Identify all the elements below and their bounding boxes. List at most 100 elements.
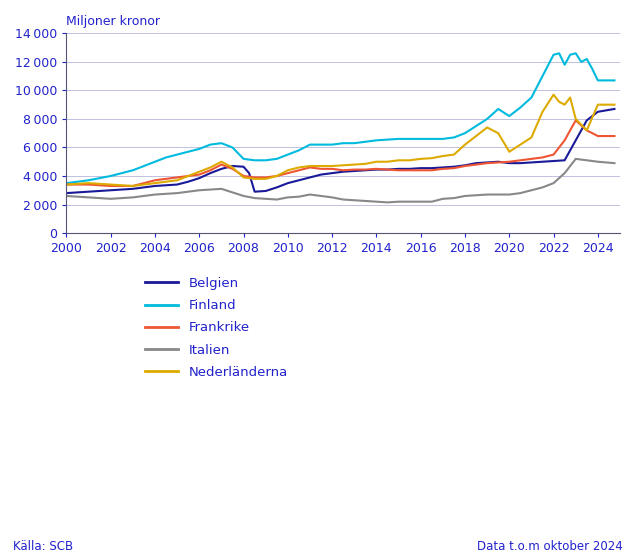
Italien	[96, 195, 104, 201]
Italien	[328, 194, 336, 201]
Belgien	[417, 165, 425, 172]
Nederländerna	[439, 153, 446, 159]
Italien	[339, 196, 347, 203]
Italien	[538, 184, 546, 191]
Finland	[406, 135, 413, 142]
Finland	[555, 50, 563, 56]
Italien	[74, 193, 81, 200]
Italien	[196, 187, 203, 193]
Italien	[472, 192, 480, 198]
Italien	[251, 195, 258, 201]
Frankrike	[538, 154, 546, 161]
Frankrike	[84, 181, 92, 188]
Finland	[63, 180, 70, 187]
Frankrike	[162, 176, 170, 182]
Italien	[561, 170, 568, 177]
Italien	[417, 198, 425, 205]
Finland	[461, 130, 469, 136]
Frankrike	[472, 161, 480, 168]
Italien	[351, 197, 358, 203]
Finland	[417, 135, 425, 142]
Frankrike	[439, 165, 446, 172]
Nederländerna	[611, 101, 618, 108]
Italien	[229, 189, 236, 196]
Frankrike	[273, 173, 281, 179]
Italien	[318, 193, 325, 200]
Italien	[505, 191, 513, 198]
Frankrike	[63, 181, 70, 188]
Italien	[384, 199, 391, 206]
Belgien	[594, 108, 602, 115]
Frankrike	[262, 174, 269, 181]
Text: Miljoner kronor: Miljoner kronor	[67, 15, 161, 28]
Italien	[572, 155, 580, 162]
Italien	[162, 191, 170, 197]
Italien	[483, 191, 491, 198]
Finland	[284, 151, 291, 158]
Frankrike	[184, 173, 192, 179]
Italien	[528, 187, 535, 193]
Frankrike	[361, 166, 369, 173]
Italien	[140, 193, 148, 200]
Belgien	[63, 190, 70, 196]
Italien	[118, 195, 126, 201]
Nederländerna	[63, 181, 70, 188]
Frankrike	[151, 177, 159, 183]
Nederländerna	[129, 183, 137, 190]
Italien	[516, 190, 524, 196]
Frankrike	[318, 165, 325, 172]
Text: Källa: SCB: Källa: SCB	[13, 541, 73, 553]
Nederländerna	[273, 173, 281, 179]
Frankrike	[107, 183, 114, 190]
Belgien	[450, 163, 458, 170]
Belgien	[240, 163, 248, 170]
Nederländerna	[550, 91, 558, 98]
Italien	[173, 190, 181, 196]
Line: Italien: Italien	[67, 159, 615, 202]
Italien	[439, 196, 446, 202]
Italien	[428, 198, 436, 205]
Frankrike	[550, 151, 558, 158]
Frankrike	[450, 165, 458, 172]
Nederländerna	[417, 155, 425, 162]
Frankrike	[96, 182, 104, 188]
Italien	[611, 160, 618, 167]
Nederländerna	[107, 181, 114, 188]
Line: Nederländerna: Nederländerna	[67, 94, 615, 186]
Italien	[495, 191, 502, 198]
Italien	[262, 196, 269, 202]
Frankrike	[572, 117, 580, 124]
Line: Belgien: Belgien	[67, 109, 615, 193]
Belgien	[229, 163, 236, 169]
Frankrike	[240, 173, 248, 179]
Italien	[461, 193, 469, 200]
Italien	[206, 186, 214, 193]
Frankrike	[351, 166, 358, 173]
Frankrike	[611, 132, 618, 139]
Frankrike	[173, 174, 181, 181]
Frankrike	[140, 180, 148, 187]
Frankrike	[339, 167, 347, 174]
Frankrike	[428, 167, 436, 174]
Frankrike	[295, 167, 303, 174]
Frankrike	[395, 167, 403, 174]
Italien	[84, 194, 92, 201]
Frankrike	[196, 171, 203, 178]
Frankrike	[461, 163, 469, 169]
Finland	[384, 136, 391, 143]
Italien	[129, 194, 137, 201]
Line: Finland: Finland	[67, 53, 615, 183]
Frankrike	[328, 165, 336, 172]
Italien	[284, 194, 291, 201]
Frankrike	[218, 161, 225, 168]
Italien	[184, 188, 192, 195]
Italien	[361, 197, 369, 204]
Italien	[406, 198, 413, 205]
Frankrike	[74, 181, 81, 188]
Italien	[373, 198, 380, 205]
Frankrike	[483, 160, 491, 167]
Frankrike	[505, 158, 513, 165]
Nederländerna	[339, 162, 347, 169]
Frankrike	[417, 167, 425, 174]
Italien	[273, 196, 281, 203]
